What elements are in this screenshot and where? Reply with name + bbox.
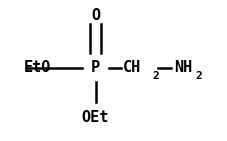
Text: 2: 2: [153, 71, 160, 81]
Text: O: O: [91, 8, 100, 23]
Text: NH: NH: [174, 60, 192, 75]
Text: OEt: OEt: [82, 110, 109, 125]
Text: EtO: EtO: [24, 60, 51, 75]
Text: P: P: [91, 60, 100, 75]
Text: 2: 2: [195, 71, 202, 81]
Text: CH: CH: [123, 60, 141, 75]
